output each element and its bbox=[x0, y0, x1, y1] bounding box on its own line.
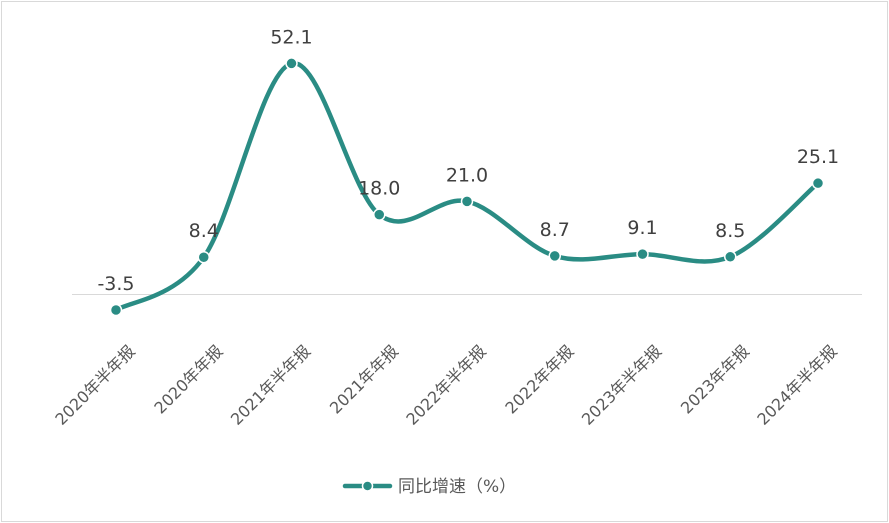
x-tick-label: 2021年年报 bbox=[326, 341, 402, 417]
data-label: 18.0 bbox=[358, 178, 400, 200]
x-tick-label: 2021年半年报 bbox=[227, 341, 314, 428]
data-point bbox=[724, 250, 737, 264]
legend: 同比增速（%） bbox=[342, 477, 516, 497]
x-tick-label: 2023年半年报 bbox=[578, 341, 665, 428]
data-label: 52.1 bbox=[270, 26, 312, 48]
data-point bbox=[373, 208, 386, 221]
data-label: 8.4 bbox=[189, 220, 219, 242]
x-tick-label: 2020年半年报 bbox=[51, 341, 138, 428]
series-line bbox=[113, 61, 821, 313]
data-label: 8.5 bbox=[715, 220, 745, 242]
data-point bbox=[285, 57, 298, 70]
x-tick-label: 2022年半年报 bbox=[402, 341, 489, 428]
x-tick-label: 2022年年报 bbox=[501, 341, 577, 417]
data-point bbox=[460, 195, 474, 208]
data-label: 8.7 bbox=[540, 219, 570, 241]
data-point bbox=[109, 303, 123, 317]
x-tick-label: 2020年年报 bbox=[150, 341, 226, 417]
data-label: -3.5 bbox=[97, 273, 134, 295]
data-label: 21.0 bbox=[446, 164, 488, 186]
data-label: 9.1 bbox=[627, 217, 657, 239]
data-label: 25.1 bbox=[797, 146, 839, 168]
legend-label: 同比增速（%） bbox=[398, 477, 516, 497]
data-point bbox=[197, 250, 210, 264]
data-point bbox=[636, 247, 649, 261]
data-point bbox=[811, 176, 825, 190]
x-tick-label: 2024年半年报 bbox=[753, 341, 840, 428]
legend-marker bbox=[361, 480, 374, 492]
x-tick-label: 2023年年报 bbox=[677, 341, 753, 417]
data-point bbox=[548, 249, 561, 263]
